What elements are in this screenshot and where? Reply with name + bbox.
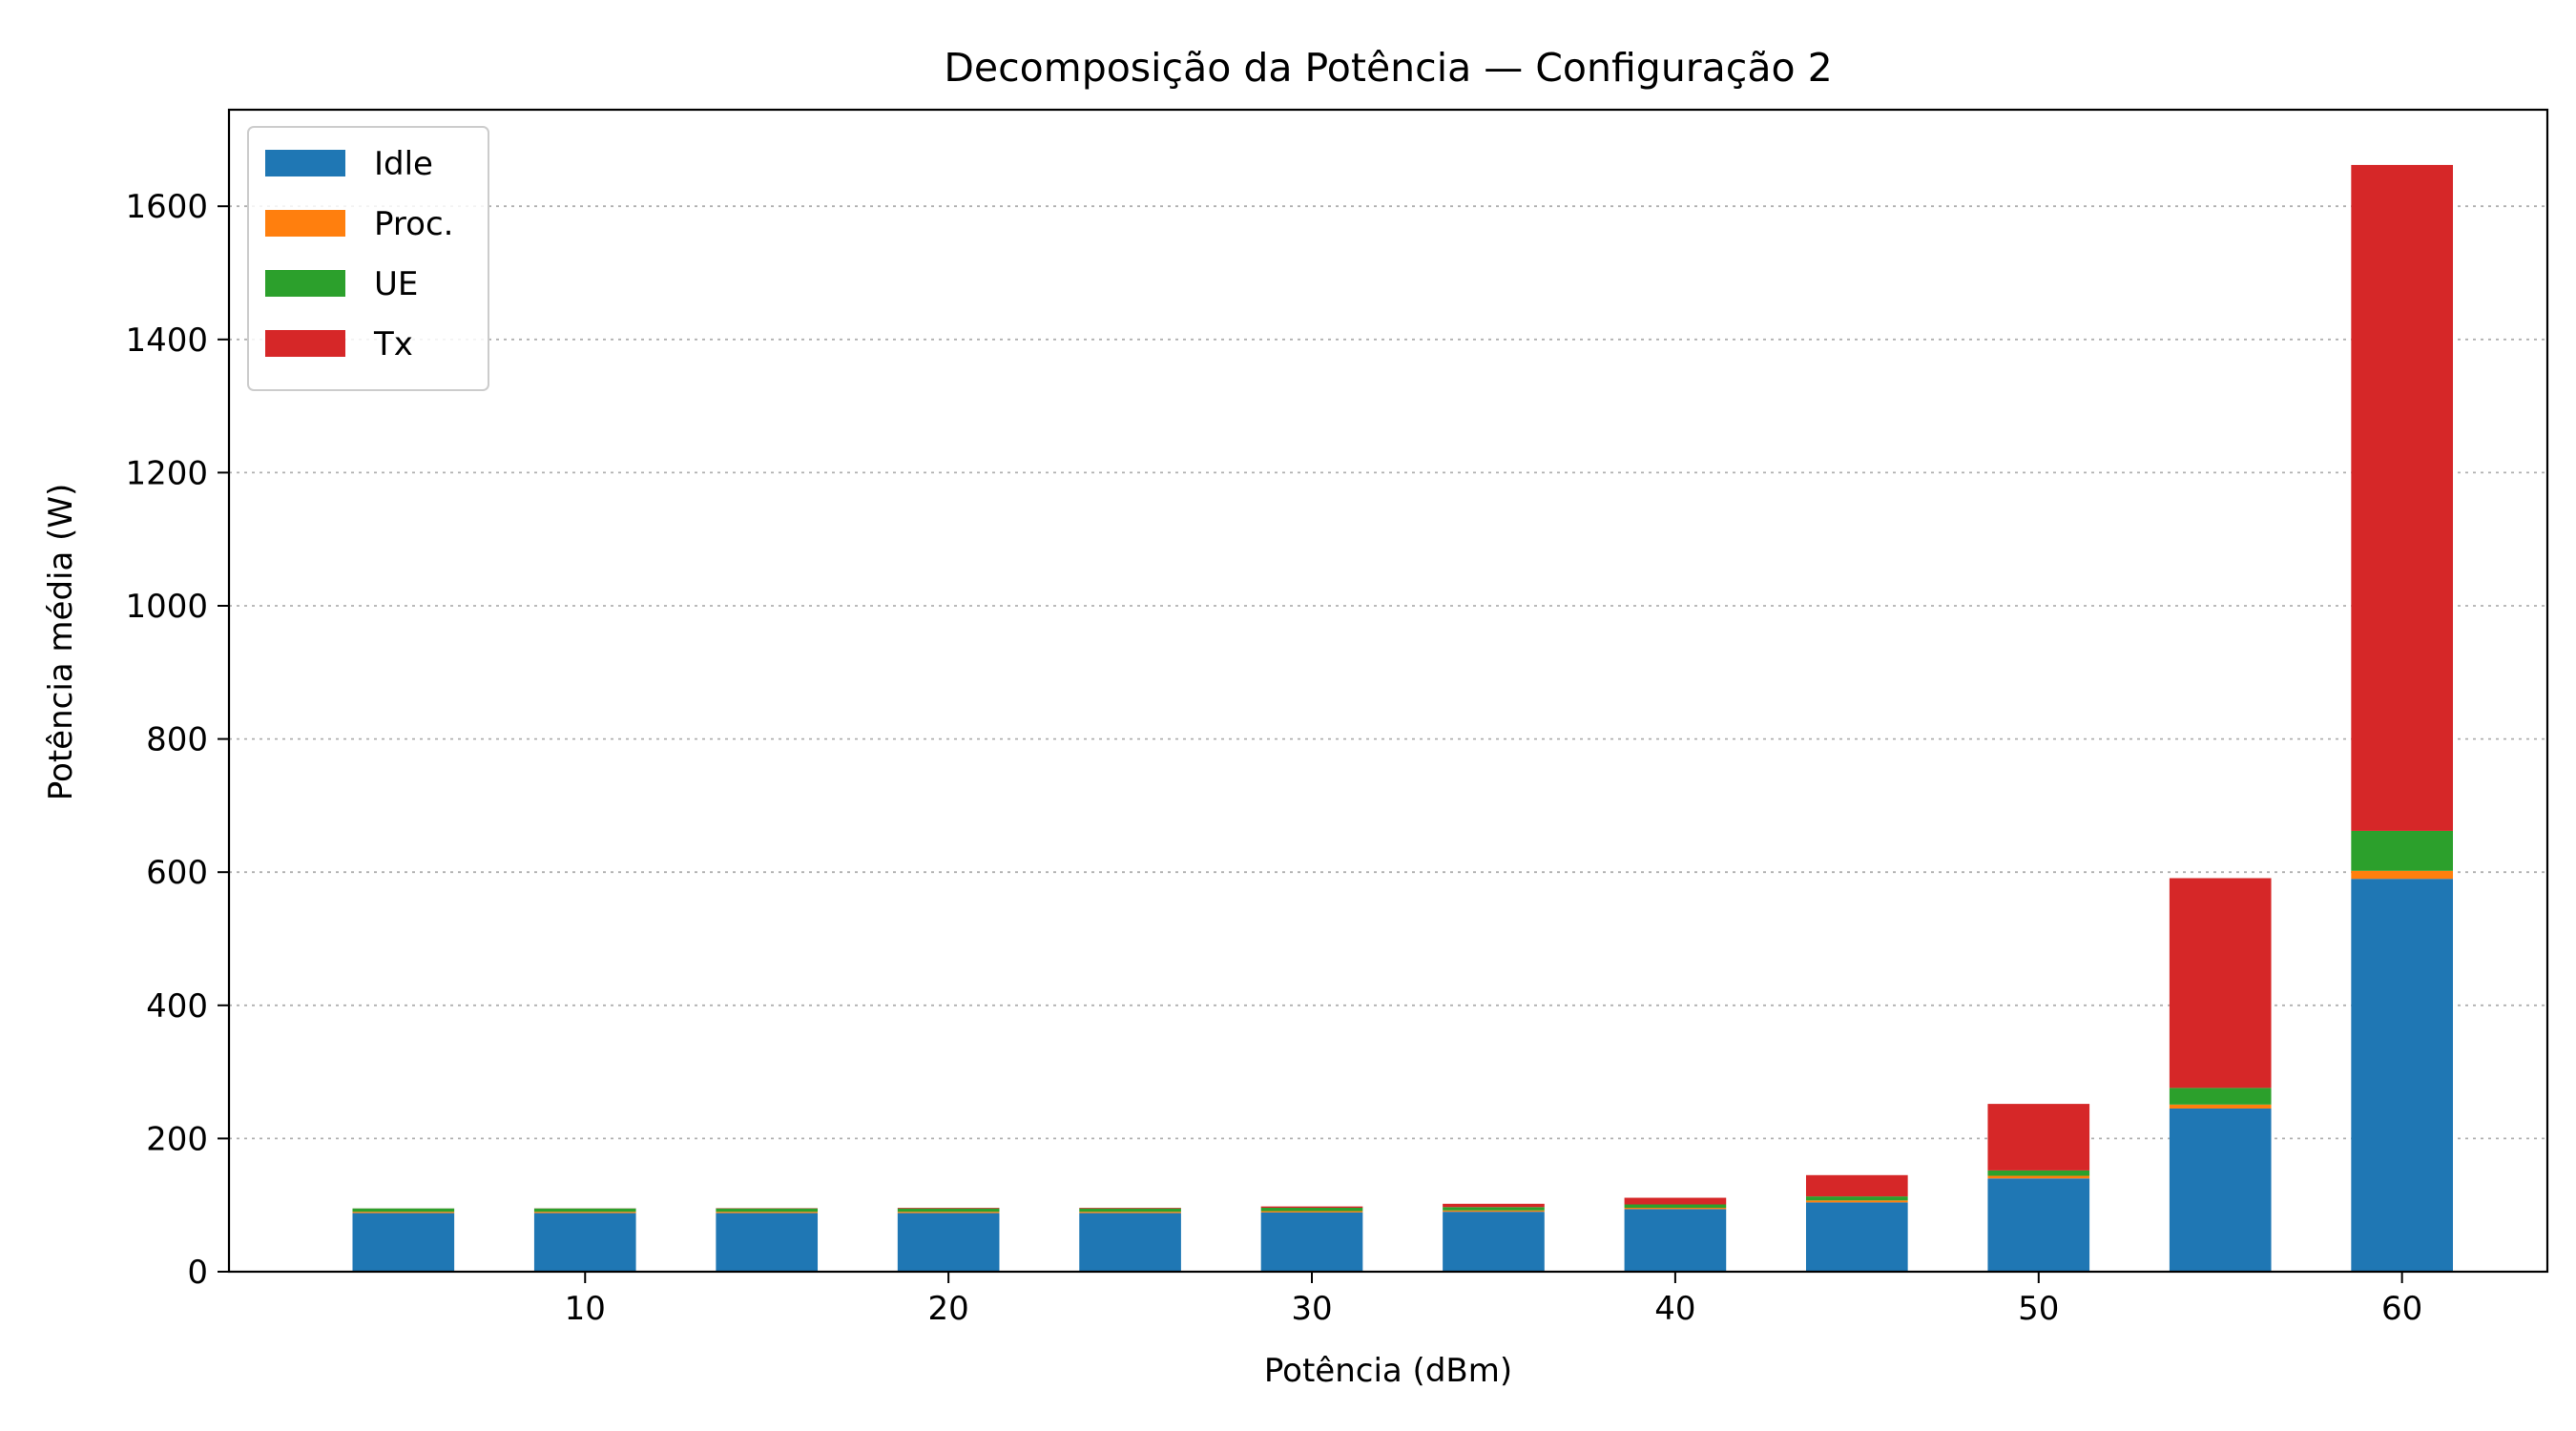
- bar-segment-ue: [352, 1208, 455, 1213]
- bar-segment-idle: [897, 1213, 1000, 1272]
- bar-segment-ue: [2351, 830, 2453, 871]
- bar-segment-ue: [1443, 1207, 1545, 1211]
- x-tick-label: 30: [1291, 1290, 1332, 1328]
- bar-segment-ue: [1260, 1207, 1363, 1212]
- y-tick-label: 0: [187, 1254, 208, 1292]
- bar-segment-proc: [1806, 1200, 1908, 1203]
- legend-label-tx: Tx: [373, 325, 413, 363]
- bar-segment-ue: [716, 1208, 819, 1213]
- y-gridlines: [229, 205, 2547, 1140]
- bar-segment-idle: [1987, 1178, 2090, 1272]
- bar-segment-tx: [1260, 1206, 1363, 1208]
- bar-segment-proc: [897, 1212, 1000, 1213]
- x-tick-label: 60: [2381, 1290, 2422, 1328]
- x-tick-label: 40: [1654, 1290, 1695, 1328]
- bar-segment-ue: [1624, 1204, 1727, 1208]
- bar-segment-idle: [1806, 1202, 1908, 1272]
- bar-segment-proc: [2351, 870, 2453, 880]
- bar-segment-proc: [1624, 1207, 1727, 1210]
- bar-segment-ue: [2169, 1088, 2272, 1105]
- y-tick-label: 800: [146, 721, 208, 759]
- bar-segment-ue: [1079, 1208, 1181, 1213]
- legend-box: [247, 126, 489, 391]
- bar-segment-proc: [716, 1212, 819, 1213]
- bar-segment-proc: [352, 1212, 455, 1213]
- bar-segment-tx: [1443, 1203, 1545, 1208]
- bar-segment-proc: [1260, 1211, 1363, 1213]
- chart-title: Decomposição da Potência — Configuração …: [944, 45, 1832, 91]
- legend-label-idle: Idle: [374, 145, 433, 183]
- bar-segment-proc: [533, 1212, 636, 1213]
- legend-label-proc: Proc.: [374, 205, 453, 243]
- x-tick-label: 20: [928, 1290, 969, 1328]
- legend-swatch-proc: [265, 210, 345, 237]
- legend: Idle Proc. UE Tx: [247, 126, 489, 391]
- x-tick-label: 50: [2018, 1290, 2059, 1328]
- x-tick-label: 10: [565, 1290, 606, 1328]
- plot-frame: [227, 108, 2549, 1274]
- bar-segment-idle: [2169, 1108, 2272, 1272]
- legend-swatch-idle: [265, 150, 345, 176]
- legend-swatch-tx: [265, 330, 345, 357]
- bar-segment-ue: [897, 1208, 1000, 1213]
- y-axis-label: Potência média (W): [42, 484, 80, 801]
- bar-segment-tx: [2169, 878, 2272, 1089]
- x-axis-ticks: 10 20 30 40 50 60: [565, 1272, 2422, 1328]
- bar-segment-proc: [1987, 1175, 2090, 1179]
- bar-segment-tx: [2351, 164, 2453, 831]
- bar-segment-ue: [533, 1208, 636, 1213]
- bar-segment-idle: [2351, 879, 2453, 1272]
- bar-segment-tx: [897, 1207, 1000, 1209]
- bar-segment-tx: [1987, 1104, 2090, 1171]
- bar-segment-proc: [1443, 1210, 1545, 1213]
- bar-segment-idle: [1260, 1212, 1363, 1272]
- y-tick-label: 1600: [125, 188, 208, 226]
- bar-segment-tx: [1806, 1174, 1908, 1197]
- y-tick-label: 200: [146, 1120, 208, 1158]
- bar-segment-ue: [1987, 1170, 2090, 1176]
- bar-segment-tx: [1079, 1207, 1181, 1209]
- y-tick-label: 1400: [125, 321, 208, 360]
- legend-swatch-ue: [265, 270, 345, 297]
- y-tick-label: 400: [146, 987, 208, 1026]
- y-tick-label: 1000: [125, 588, 208, 626]
- bar-segment-idle: [1079, 1213, 1181, 1272]
- bar-segment-idle: [533, 1213, 636, 1272]
- y-axis-ticks: 0 200 400 600 800 1000 1200 1400 1600: [125, 188, 229, 1292]
- bar-segment-proc: [1079, 1212, 1181, 1213]
- bar-segment-proc: [2169, 1104, 2272, 1109]
- y-tick-label: 1200: [125, 454, 208, 492]
- y-tick-label: 600: [146, 854, 208, 892]
- bar-segment-ue: [1806, 1196, 1908, 1201]
- bars: [352, 164, 2453, 1272]
- x-axis-label: Potência (dBm): [1264, 1352, 1512, 1390]
- bar-segment-idle: [1443, 1212, 1545, 1272]
- bar-segment-idle: [1624, 1209, 1727, 1272]
- bar-segment-idle: [716, 1213, 819, 1272]
- bar-segment-idle: [352, 1213, 455, 1272]
- legend-label-ue: UE: [374, 265, 418, 303]
- bar-segment-tx: [1624, 1197, 1727, 1205]
